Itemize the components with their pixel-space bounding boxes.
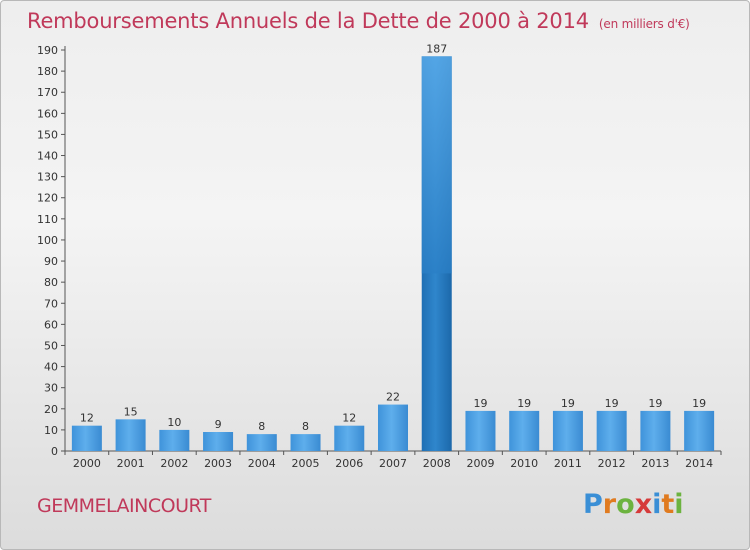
y-tick-label: 70 bbox=[44, 297, 58, 310]
value-label-2000: 12 bbox=[80, 412, 94, 425]
bar-2012 bbox=[596, 410, 627, 451]
bar-2009 bbox=[465, 410, 496, 451]
x-tick-label-2009: 2009 bbox=[466, 457, 494, 470]
value-label-2005: 8 bbox=[302, 420, 309, 433]
bar-2007 bbox=[378, 404, 408, 451]
y-tick-label: 100 bbox=[37, 234, 58, 247]
y-tick-label: 150 bbox=[37, 128, 58, 141]
value-label-2009: 19 bbox=[473, 397, 487, 410]
value-label-2006: 12 bbox=[342, 412, 356, 425]
x-tick-label-2000: 2000 bbox=[73, 457, 101, 470]
value-label-2014: 19 bbox=[692, 397, 706, 410]
y-tick-label: 80 bbox=[44, 276, 58, 289]
value-label-2004: 8 bbox=[258, 420, 265, 433]
value-label-2010: 19 bbox=[517, 397, 531, 410]
value-label-2007: 22 bbox=[386, 391, 400, 404]
value-label-2011: 19 bbox=[561, 397, 575, 410]
y-tick-label: 40 bbox=[44, 361, 58, 374]
chart-unit: (en milliers d'€) bbox=[598, 17, 690, 31]
y-tick-label: 10 bbox=[44, 424, 58, 437]
bar-2002 bbox=[159, 429, 190, 451]
value-label-2001: 15 bbox=[124, 405, 138, 418]
x-tick-label-2005: 2005 bbox=[292, 457, 320, 470]
axes: 0 10 20 30 40 50 60 70 80 90 100 110 120 130 140 150 160… bbox=[37, 44, 722, 470]
x-tick-label-2013: 2013 bbox=[641, 457, 669, 470]
x-tick-label-2006: 2006 bbox=[335, 457, 363, 470]
bar-2006 bbox=[334, 425, 365, 451]
bar-2011 bbox=[552, 410, 583, 451]
x-tick-label-2002: 2002 bbox=[160, 457, 188, 470]
x-tick-label-2012: 2012 bbox=[598, 457, 626, 470]
bar-2014 bbox=[684, 410, 715, 451]
y-tick-label: 50 bbox=[44, 339, 58, 352]
logo-letter: i bbox=[652, 489, 662, 520]
y-tick-label: 110 bbox=[37, 213, 58, 226]
x-tick-label-2003: 2003 bbox=[204, 457, 232, 470]
y-tick-label: 60 bbox=[44, 318, 58, 331]
logo-letter: t bbox=[661, 489, 675, 520]
bar-2004 bbox=[246, 434, 277, 451]
logo-letter: x bbox=[634, 489, 653, 520]
logo-letter: o bbox=[616, 489, 635, 520]
logo-letter: P bbox=[583, 489, 603, 520]
value-label-2008: 187 bbox=[426, 42, 447, 55]
value-label-2012: 19 bbox=[605, 397, 619, 410]
commune-name: GEMMELAINCOURT bbox=[37, 495, 211, 517]
y-tick-label: 0 bbox=[51, 445, 58, 458]
logo-letter: r bbox=[602, 489, 617, 520]
x-tick-label-2011: 2011 bbox=[554, 457, 582, 470]
y-tick-label: 130 bbox=[37, 171, 58, 184]
value-label-2003: 9 bbox=[215, 418, 222, 431]
bar-2005 bbox=[290, 434, 321, 451]
x-tick-label-2010: 2010 bbox=[510, 457, 538, 470]
chart-title: Remboursements Annuels de la Dette de 20… bbox=[27, 9, 690, 33]
bar-2003 bbox=[203, 432, 234, 451]
y-tick-label: 140 bbox=[37, 150, 58, 163]
x-tick-label-2008: 2008 bbox=[423, 457, 451, 470]
logo-letter: i bbox=[674, 489, 684, 520]
bar-2000 bbox=[71, 425, 102, 451]
y-tick-label: 30 bbox=[44, 382, 58, 395]
y-tick-label: 90 bbox=[44, 255, 58, 268]
value-label-2013: 19 bbox=[648, 397, 662, 410]
bar-2013 bbox=[640, 410, 671, 451]
y-tick-label: 170 bbox=[37, 86, 58, 99]
x-tick-label-2014: 2014 bbox=[685, 457, 713, 470]
y-tick-label: 160 bbox=[37, 107, 58, 120]
y-tick-label: 180 bbox=[37, 65, 58, 78]
bar-2001 bbox=[115, 419, 146, 451]
value-label-2002: 10 bbox=[167, 416, 181, 429]
y-tick-label: 20 bbox=[44, 403, 58, 416]
chart-title-text: Remboursements Annuels de la Dette de 20… bbox=[27, 9, 589, 33]
bar-2010 bbox=[509, 410, 540, 451]
x-tick-label-2004: 2004 bbox=[248, 457, 276, 470]
x-tick-label-2007: 2007 bbox=[379, 457, 407, 470]
x-tick-label-2001: 2001 bbox=[117, 457, 145, 470]
proxiti-logo: Proxiti bbox=[583, 489, 684, 520]
y-tick-label: 120 bbox=[37, 192, 58, 205]
bar-highlight-2008 bbox=[421, 56, 452, 274]
bars bbox=[71, 56, 715, 452]
y-tick-label: 190 bbox=[37, 44, 58, 57]
value-labels: 12 15 10 9 8 8 12 22 187 19 19 19 19 19 19 bbox=[80, 42, 706, 433]
